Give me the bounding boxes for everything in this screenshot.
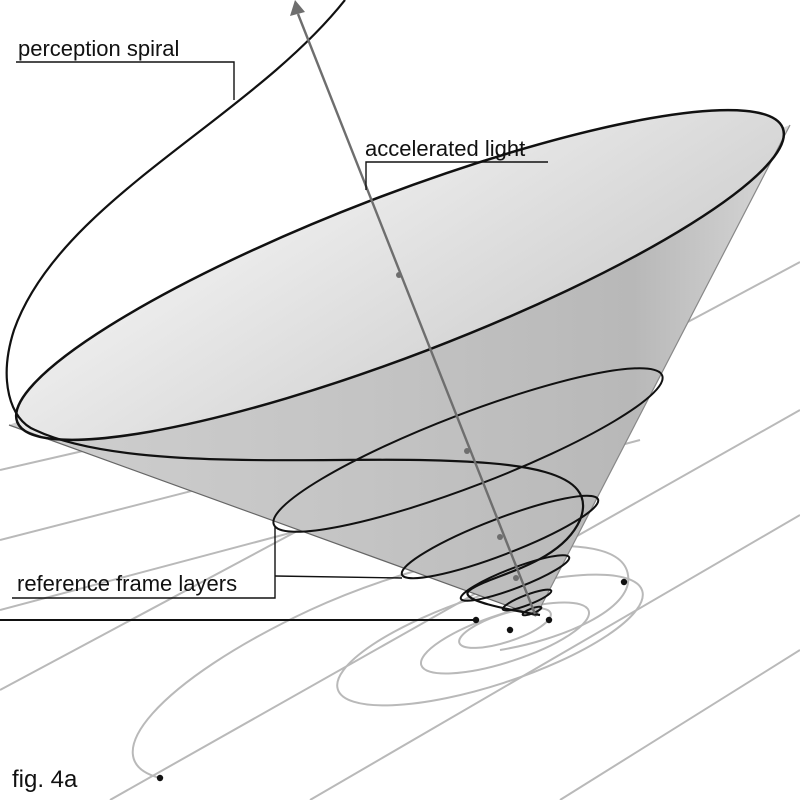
- frame-layer: [501, 588, 553, 612]
- plane-orbit: [419, 601, 591, 675]
- leader-reference-frame-layers-2: [274, 575, 403, 579]
- point: [156, 774, 164, 782]
- cone-edge-right: [535, 124, 791, 617]
- light-ray: [296, 13, 537, 615]
- spiral-outer-arc: [5, 0, 585, 617]
- frame-layer: [400, 494, 600, 580]
- accelerated-light-arrow: [290, 0, 537, 615]
- reference-frame-layers: [272, 367, 664, 617]
- perception-spiral: [5, 0, 585, 617]
- plane-line: [309, 514, 800, 800]
- point: [506, 626, 514, 634]
- label-reference-frame-layers: reference frame layers: [17, 571, 237, 596]
- frame-layer: [272, 367, 664, 533]
- leader-perception-spiral: [16, 61, 235, 100]
- ray-point: [513, 575, 519, 581]
- leader-lines: [12, 61, 548, 599]
- label-perception-spiral: perception spiral: [18, 36, 179, 61]
- figure-caption: fig. 4a: [12, 766, 78, 793]
- ray-point: [464, 448, 470, 454]
- point: [545, 616, 553, 624]
- point: [472, 616, 480, 624]
- ray-point: [396, 272, 402, 278]
- arrowhead-icon: [290, 0, 305, 16]
- leader-reference-frame-layers: [12, 527, 276, 599]
- ray-point: [497, 534, 503, 540]
- leader-accelerated-light: [365, 161, 548, 190]
- frame-layer: [459, 554, 571, 602]
- point: [620, 578, 628, 586]
- apex-points: [156, 578, 628, 782]
- plane-orbit: [336, 573, 644, 707]
- plane-line: [559, 649, 800, 800]
- label-accelerated-light: accelerated light: [365, 136, 525, 161]
